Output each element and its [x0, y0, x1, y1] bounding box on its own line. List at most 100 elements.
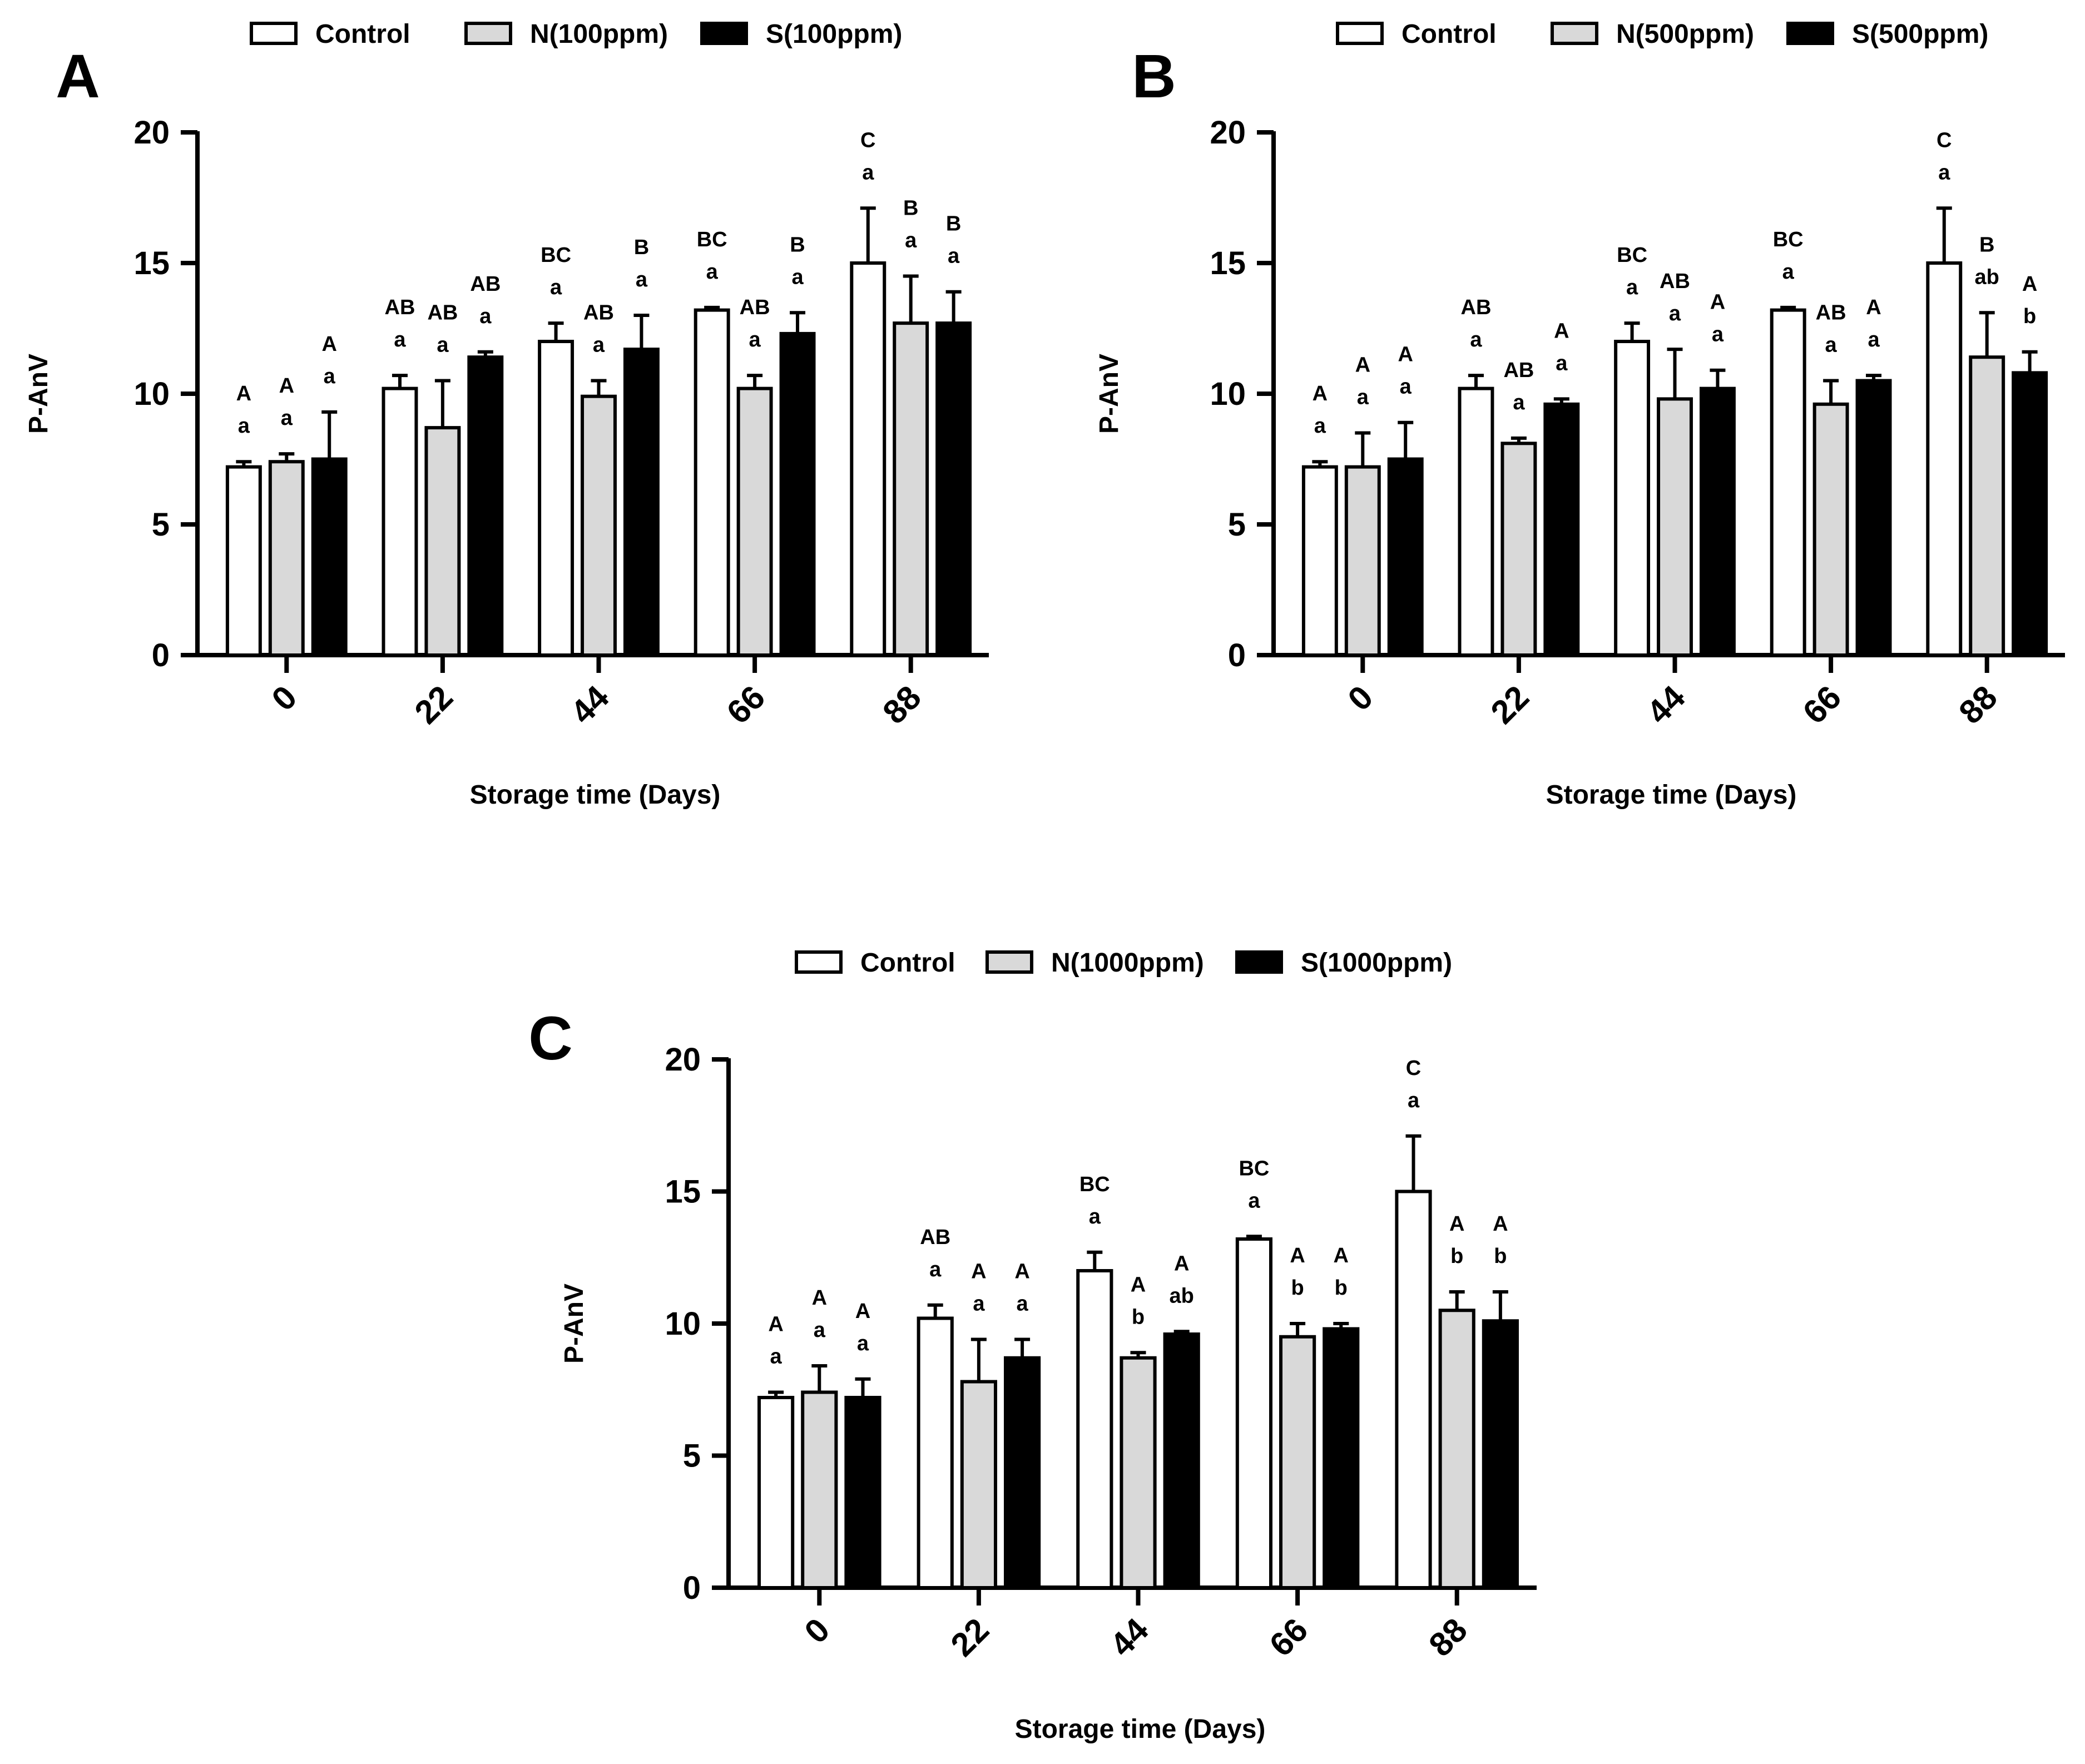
x-tick-label: 88: [1422, 1611, 1474, 1664]
significance-lower-label: a: [1017, 1292, 1029, 1316]
y-tick-label: 15: [133, 245, 170, 281]
significance-lower-label: a: [862, 161, 874, 184]
significance-upper-label: B: [903, 197, 918, 220]
significance-lower-label: a: [479, 305, 492, 328]
significance-lower-label: a: [1408, 1089, 1420, 1112]
legend-swatch: [795, 950, 843, 974]
significance-upper-label: A: [1710, 291, 1725, 314]
bar: [382, 387, 418, 657]
x-tick-label: 88: [1952, 678, 2004, 731]
significance-upper-label: AB: [740, 296, 770, 319]
significance-lower-label: a: [281, 407, 293, 430]
bar: [850, 261, 887, 657]
bar: [268, 460, 305, 657]
significance-upper-label: A: [971, 1260, 986, 1284]
legend-swatch: [1551, 22, 1598, 45]
x-tick-label: 0: [265, 678, 304, 718]
significance-upper-label: A: [1313, 382, 1328, 405]
bar: [581, 394, 617, 657]
significance-upper-label: BC: [1079, 1173, 1110, 1196]
significance-upper-label: A: [812, 1286, 827, 1310]
y-tick-label: 15: [1210, 245, 1246, 281]
bar: [1482, 1319, 1519, 1589]
panel-letter: C: [528, 1004, 572, 1073]
significance-lower-label: a: [324, 365, 336, 388]
bar: [960, 1380, 997, 1589]
bar: [844, 1396, 881, 1589]
y-tick-label: 0: [683, 1570, 701, 1606]
legend-label: Control: [315, 19, 410, 49]
bar: [1344, 465, 1381, 657]
significance-upper-label: A: [1866, 296, 1881, 319]
bar: [694, 308, 730, 657]
bar: [424, 426, 461, 657]
significance-lower-label: a: [1556, 351, 1568, 375]
bar: [1301, 465, 1338, 657]
legend-label: N(500ppm): [1616, 19, 1754, 49]
significance-upper-label: AB: [583, 301, 614, 325]
significance-lower-label: a: [1626, 276, 1638, 299]
significance-lower-label: a: [636, 268, 648, 291]
significance-lower-label: a: [948, 245, 960, 268]
significance-lower-label: a: [394, 328, 406, 351]
significance-lower-label: b: [2023, 305, 2036, 328]
x-tick-label: 44: [1103, 1611, 1156, 1663]
legend-swatch: [250, 22, 298, 45]
significance-upper-label: B: [1979, 233, 1994, 256]
significance-upper-label: A: [2022, 272, 2037, 296]
x-tick-label: 66: [1262, 1611, 1315, 1664]
significance-upper-label: B: [634, 236, 649, 259]
legend-label: S(1000ppm): [1301, 948, 1452, 978]
significance-lower-label: a: [1470, 328, 1482, 351]
legend-swatch: [700, 22, 748, 45]
bar: [1812, 402, 1849, 657]
panel-c: C Control N(1000ppm) S(1000ppm) 0 5 10 15 20 P-An…: [528, 948, 1537, 1744]
significance-lower-label: a: [593, 334, 605, 357]
significance-upper-label: C: [1937, 128, 1952, 152]
significance-lower-label: a: [706, 260, 719, 284]
bar: [1543, 402, 1580, 657]
significance-upper-label: C: [860, 128, 875, 152]
bar: [1770, 308, 1806, 657]
bar: [1969, 355, 2005, 657]
x-tick-label: 22: [408, 678, 460, 731]
significance-lower-label: ab: [1170, 1284, 1194, 1307]
bar: [1657, 397, 1693, 657]
significance-lower-label: a: [437, 334, 449, 357]
significance-lower-label: a: [905, 229, 917, 252]
bar: [757, 1396, 795, 1589]
panel-a: A Control N(100ppm) S(100ppm) 0 5 10 15 20 P-AnV S…: [24, 19, 989, 810]
significance-upper-label: C: [1406, 1057, 1421, 1080]
bar: [1699, 387, 1736, 657]
significance-lower-label: a: [1712, 323, 1724, 346]
bar: [2012, 371, 2048, 657]
significance-lower-label: a: [973, 1292, 985, 1316]
significance-upper-label: BC: [1773, 228, 1804, 251]
significance-lower-label: a: [814, 1319, 826, 1342]
significance-upper-label: B: [790, 233, 805, 256]
bar: [1395, 1190, 1432, 1589]
y-tick-label: 10: [665, 1306, 701, 1342]
bar: [1120, 1356, 1157, 1589]
x-tick-label: 44: [563, 678, 616, 731]
panel-letter: B: [1132, 42, 1176, 111]
legend-label: S(500ppm): [1852, 19, 1988, 49]
legend-label: N(100ppm): [530, 19, 668, 49]
significance-lower-label: b: [1450, 1245, 1463, 1268]
y-tick-label: 5: [152, 507, 170, 543]
x-tick-label: 0: [1341, 678, 1380, 718]
significance-lower-label: a: [1513, 391, 1525, 414]
significance-upper-label: A: [1355, 354, 1370, 377]
bar: [801, 1390, 838, 1589]
x-axis-label: Storage time (Days): [1015, 1715, 1266, 1744]
legend-swatch: [464, 22, 512, 45]
y-tick-label: 20: [665, 1042, 701, 1078]
legend-swatch: [1336, 22, 1384, 45]
significance-upper-label: A: [236, 382, 251, 405]
y-tick-label: 0: [152, 637, 170, 673]
significance-upper-label: AB: [427, 301, 458, 325]
x-axis-label: Storage time (Days): [470, 780, 721, 810]
bar: [1279, 1335, 1316, 1589]
y-axis-label: P-AnV: [1094, 354, 1124, 434]
